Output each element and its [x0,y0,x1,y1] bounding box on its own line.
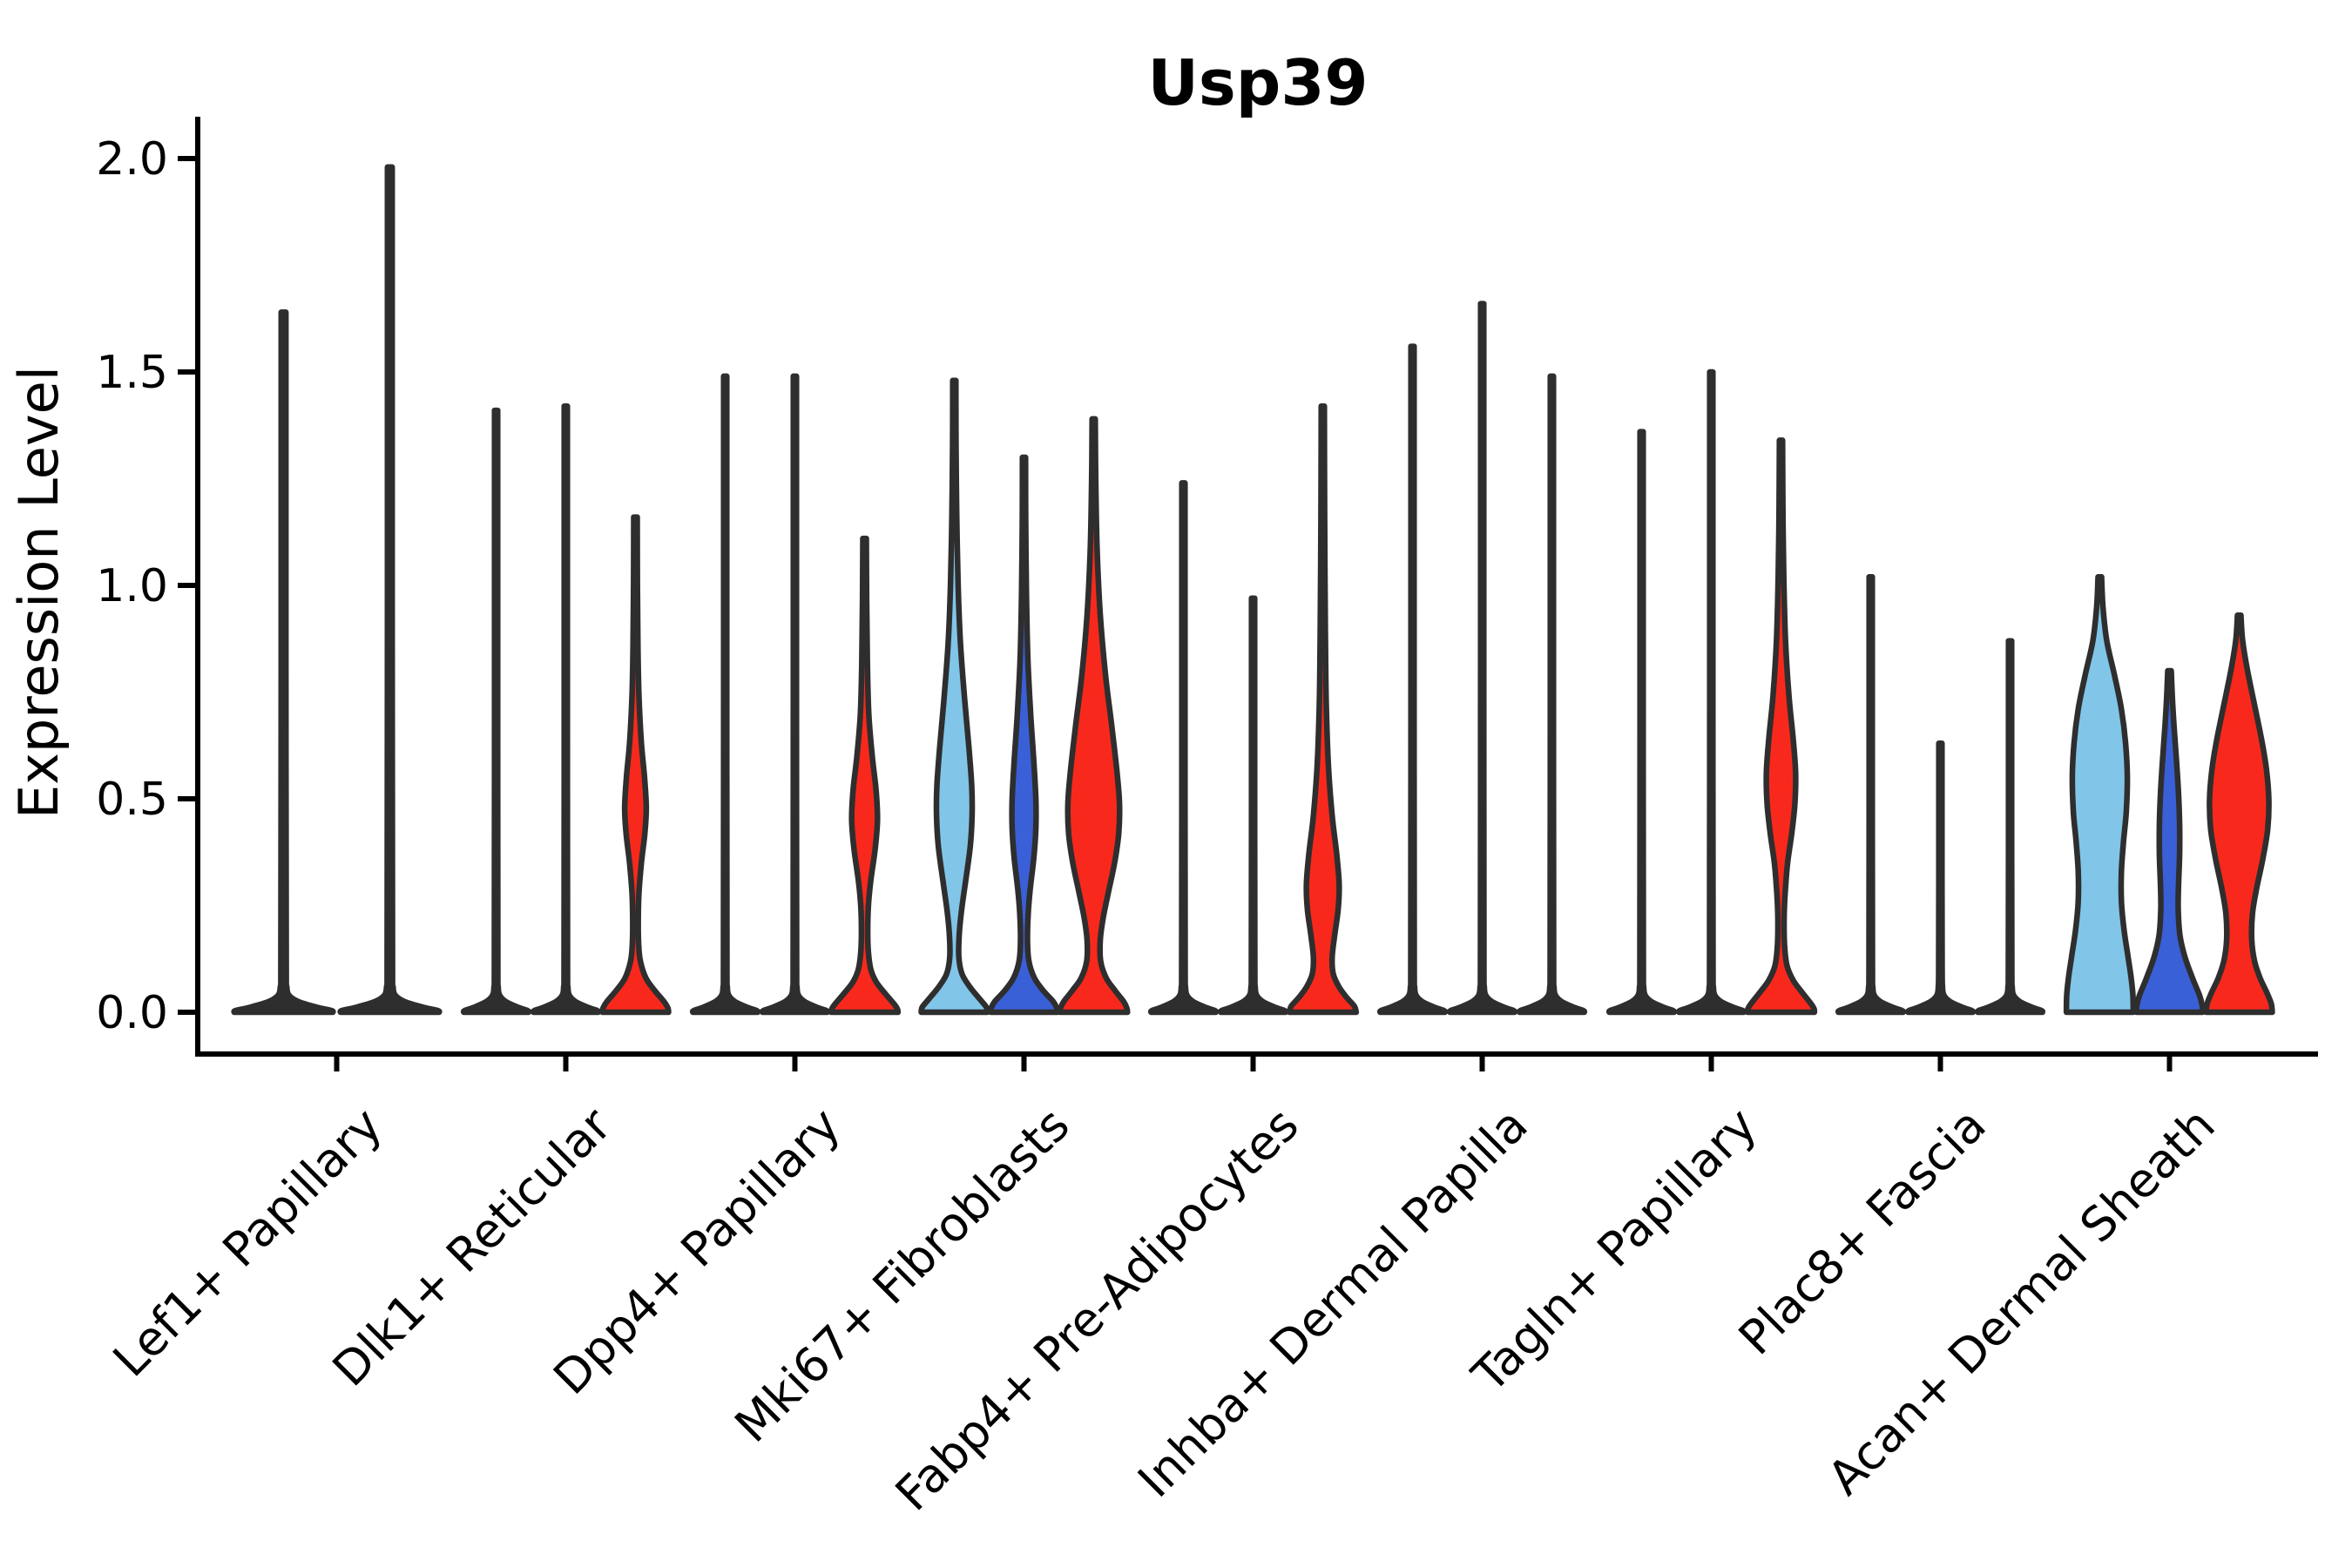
axes-layer [178,117,2318,1071]
violin-mki67-fibroblasts-2 [987,454,1061,1016]
violin-lef1-papillary-1 [231,309,336,1016]
violin-mki67-fibroblasts-3 [1057,416,1131,1016]
y-tick-label: 0.0 [96,987,168,1039]
violin-inhba-dermal-papilla-3 [1516,373,1588,1016]
violin-fabp4-pre-adipocytes-3 [1286,402,1360,1016]
y-axis-title: Expression Level [7,366,71,819]
violin-tagln-papillary-3 [1744,437,1818,1016]
violin-plac8-fascia-3 [1974,638,2046,1016]
x-category-label: Acan+ Dermal Sheath [1817,1098,2225,1505]
violin-dlk1-reticular-1 [460,407,532,1016]
violin-dlk1-reticular-2 [530,402,602,1016]
violin-dlk1-reticular-3 [599,514,672,1016]
violin-dpp4-papillary-3 [828,535,902,1016]
y-tick-label: 2.0 [96,133,168,186]
violin-acan-dermal-sheath-2 [2133,667,2206,1016]
y-tick-label: 1.0 [96,560,168,612]
violin-plac8-fascia-1 [1835,573,1907,1016]
x-category-label: Inhba+ Dermal Papilla [1127,1098,1538,1508]
violin-plac8-fascia-2 [1904,740,1977,1016]
violin-dpp4-papillary-1 [689,373,761,1016]
x-category-label: Plac8+ Fascia [1728,1098,1997,1366]
violin-acan-dermal-sheath-3 [2203,612,2275,1016]
violin-fabp4-pre-adipocytes-1 [1147,480,1220,1016]
y-tick-label: 0.5 [96,774,168,826]
violin-acan-dermal-sheath-1 [2063,573,2137,1016]
violin-inhba-dermal-papilla-1 [1376,343,1449,1016]
violin-tagln-papillary-1 [1605,429,1678,1016]
violin-fabp4-pre-adipocytes-2 [1217,595,1289,1016]
violin-dpp4-papillary-2 [759,373,831,1016]
violins-layer [231,164,2275,1016]
y-tick-label: 1.5 [96,347,168,399]
x-category-label: Fabp4+ Pre-Adipocytes [885,1098,1309,1522]
violin-lef1-papillary-2 [337,164,443,1016]
chart-title: Usp39 [1147,46,1368,119]
violin-mki67-fibroblasts-1 [918,377,990,1016]
violin-tagln-papillary-2 [1675,368,1747,1016]
violin-inhba-dermal-papilla-2 [1446,301,1518,1016]
